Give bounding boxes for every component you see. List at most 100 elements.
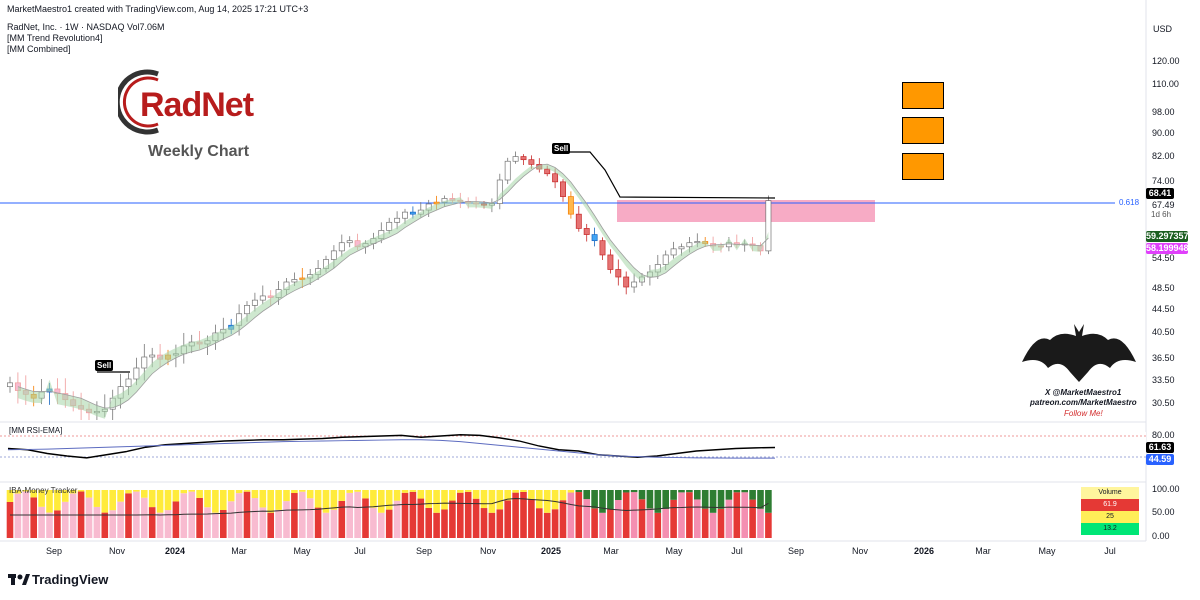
trend-ma-line (17, 163, 769, 409)
money-bar-cap (496, 490, 504, 510)
money-bar (141, 497, 148, 538)
money-bar-cap (330, 490, 338, 510)
tradingview-icon (8, 574, 30, 585)
orange-box-1[interactable] (902, 82, 944, 109)
money-bar-cap (725, 490, 733, 500)
money-bar-cap (464, 490, 472, 492)
money-bar (472, 498, 480, 538)
money-bar (362, 498, 369, 538)
price-tick: 110.00 (1152, 79, 1179, 89)
money-bar-cap (212, 490, 219, 513)
orange-box-3[interactable] (902, 153, 944, 180)
money-bar-cap (62, 490, 69, 502)
money-bar (275, 509, 282, 538)
money-bar (148, 507, 156, 538)
candle (386, 221, 393, 231)
money-bar-cap (196, 490, 203, 498)
candle (402, 211, 408, 219)
rsi-ema-tag[interactable]: 44.59 (1146, 454, 1174, 465)
money-bar-cap (480, 490, 488, 509)
footer-brand[interactable]: TradingView (32, 572, 109, 587)
money-bar (6, 502, 14, 538)
money-bar-cap (306, 490, 314, 499)
candle (394, 217, 401, 223)
money-bar-cap (662, 490, 669, 509)
money-bar (749, 499, 756, 538)
candle (338, 242, 345, 252)
trend-green-tag[interactable]: 59.297357 (1146, 231, 1189, 242)
money-bar (14, 493, 22, 538)
last-price-tag[interactable]: 68.41 (1146, 188, 1174, 199)
money-bar (85, 497, 93, 538)
money-bar-cap (622, 490, 630, 493)
money-bar (38, 506, 45, 538)
candle (346, 240, 353, 244)
sell-signal-upper[interactable]: Sell (552, 143, 571, 154)
money-bar-cap (85, 490, 93, 498)
money-bar-cap (607, 490, 614, 510)
money-bar-cap (227, 490, 235, 502)
money-bar (235, 493, 243, 538)
money-bar-cap (275, 490, 282, 510)
time-tick: 2024 (164, 546, 186, 556)
money-bar-cap (765, 490, 772, 513)
trend-pink-tag[interactable]: 58.199948 (1146, 243, 1189, 254)
trend-bands-group (17, 163, 769, 419)
money-bar-cap (109, 490, 116, 511)
time-tick: Mar (975, 546, 991, 556)
bat-icon (1020, 322, 1138, 389)
sell-signal-lower[interactable]: Sell (95, 360, 114, 371)
price-tick: 54.50 (1152, 253, 1175, 263)
candle (560, 181, 566, 197)
money-bar (496, 509, 504, 538)
money-bar (622, 492, 630, 538)
money-bar-cap (93, 490, 101, 507)
bar-timer: 1d 6h (1151, 210, 1172, 219)
money-bar-cap (678, 490, 685, 493)
money-bar-cap (14, 490, 22, 494)
candle (259, 295, 266, 301)
money-bar-cap (741, 490, 748, 493)
money-bar (551, 509, 559, 538)
money-pane-title[interactable]: IBA-Money Tracker (9, 486, 78, 495)
currency-label[interactable]: USD (1153, 24, 1173, 34)
money-bar-cap (559, 490, 567, 501)
money-bar-cap (251, 490, 259, 499)
resistance-zone (617, 200, 875, 222)
money-bar-cap (646, 490, 654, 509)
money-bar-cap (591, 490, 598, 509)
money-bar-cap (220, 490, 227, 510)
money-bar-cap (520, 490, 527, 492)
money-bar-cap (709, 490, 717, 513)
candle (125, 378, 132, 388)
time-tick: May (293, 546, 311, 556)
money-bar (259, 507, 267, 538)
money-bar (425, 507, 432, 538)
orange-box-2[interactable] (902, 117, 944, 144)
money-bar (504, 500, 511, 538)
indicator-label-trend[interactable]: [MM Trend Revolution4] (7, 33, 103, 43)
symbol-line[interactable]: RadNet, Inc. · 1W · NASDAQ Vol7.06M (7, 22, 165, 32)
money-bar-cap (204, 490, 211, 508)
money-bar (670, 499, 677, 538)
money-bar (662, 508, 669, 538)
money-bar-cap (694, 490, 701, 500)
money-bar (125, 493, 132, 538)
money-bar-cap (322, 490, 330, 513)
time-tick: Jul (1104, 546, 1116, 556)
candle (694, 241, 701, 244)
tradingview-logo[interactable] (8, 572, 30, 591)
money-bar-cap (354, 490, 361, 492)
rsi-value-tag[interactable]: 61.63 (1146, 442, 1174, 453)
indicator-label-combined[interactable]: [MM Combined] (7, 44, 71, 54)
money-axis-100: 100.00 (1152, 484, 1180, 494)
money-bar-cap (630, 490, 638, 493)
candle (141, 356, 148, 369)
money-bar (559, 500, 567, 538)
money-bar-cap (543, 490, 551, 513)
money-bar (694, 499, 701, 538)
money-bar (512, 492, 519, 538)
rsi-pane-title[interactable]: [MM RSI-EMA] (9, 426, 63, 435)
price-tick: 67.49 (1152, 200, 1175, 210)
